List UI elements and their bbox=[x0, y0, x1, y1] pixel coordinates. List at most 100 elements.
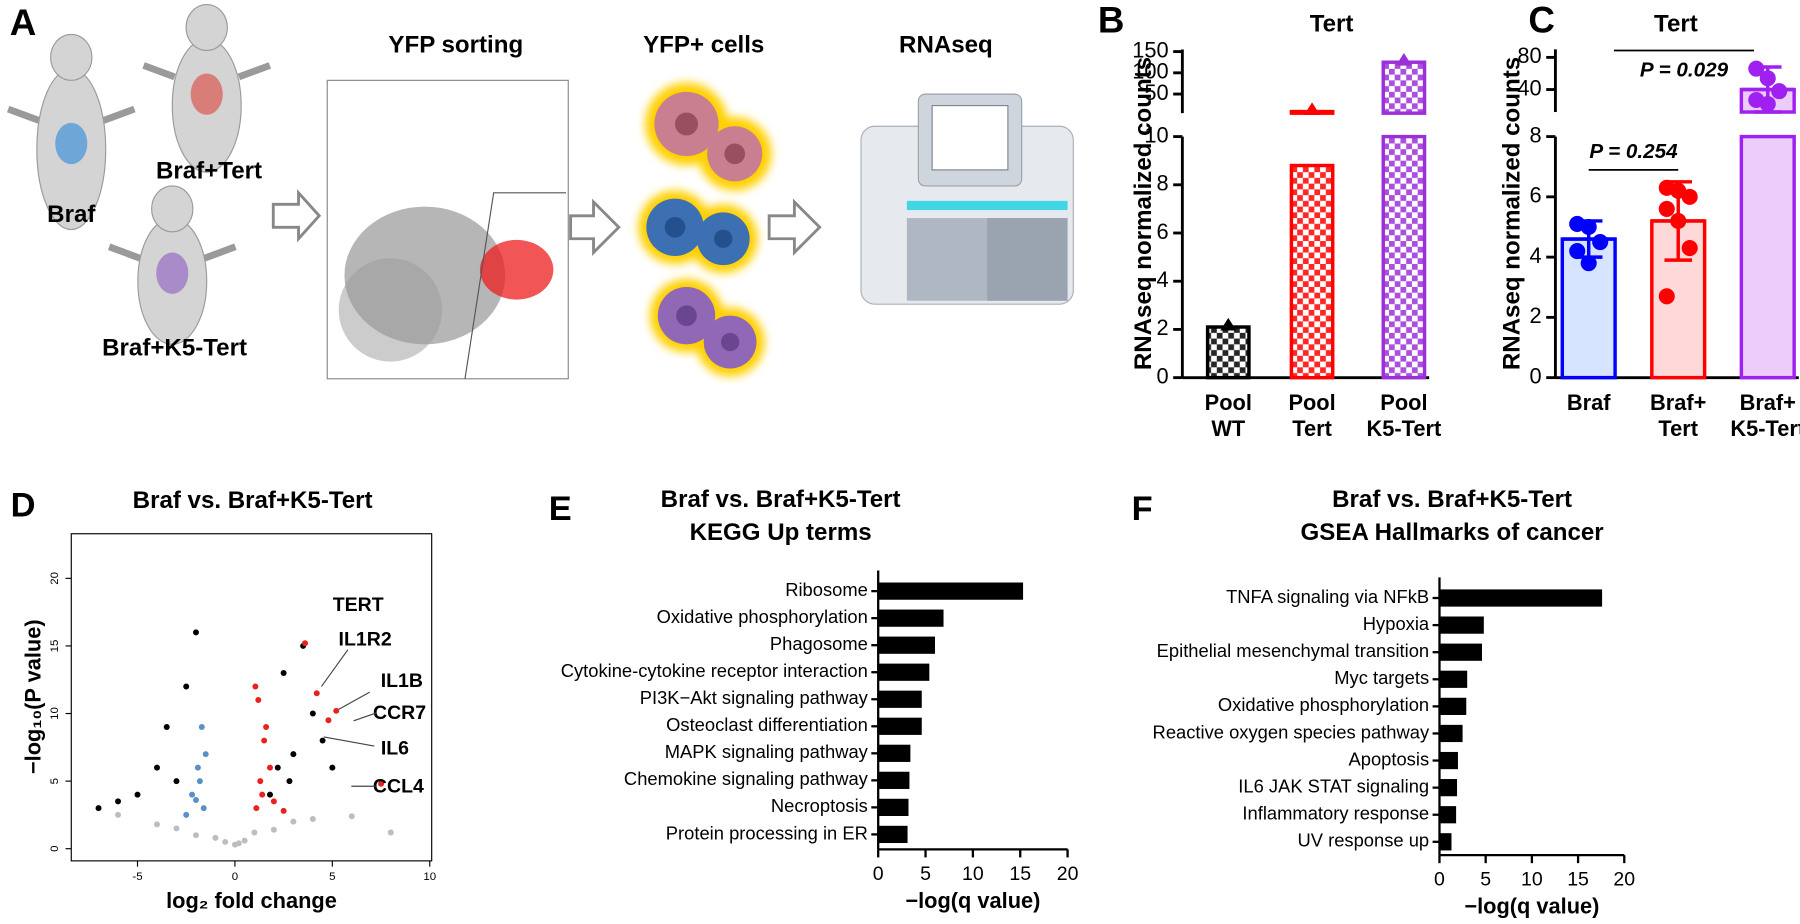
y-tick-label: Oxidative phosphorylation bbox=[1218, 694, 1429, 715]
data-point bbox=[192, 629, 199, 636]
x-tick-label: 10 bbox=[1521, 869, 1543, 891]
y-axis-label: −log₁₀(P value) bbox=[20, 619, 45, 774]
y-tick-label: 4 bbox=[1156, 267, 1168, 292]
bar-marker bbox=[1304, 102, 1321, 116]
y-tick-label: Chemokine signaling pathway bbox=[624, 768, 869, 789]
x-axis-label: −log(q value) bbox=[905, 888, 1040, 913]
data-point bbox=[1569, 243, 1586, 260]
chart-title: Tert bbox=[1310, 11, 1354, 38]
bar bbox=[1439, 616, 1484, 634]
arrow bbox=[767, 198, 822, 256]
data-point bbox=[1658, 288, 1675, 305]
x-axis-label: −log(q value) bbox=[1464, 894, 1599, 919]
bar bbox=[1439, 724, 1463, 743]
chart-title: Braf vs. Braf+K5-Tert bbox=[661, 486, 901, 513]
x-tick-label: Braf+ bbox=[1740, 390, 1796, 415]
group-label: Braf+Tert bbox=[156, 158, 262, 185]
arrow bbox=[271, 189, 322, 243]
chart-title: GSEA Hallmarks of cancer bbox=[1301, 519, 1605, 546]
annotation-arrow bbox=[353, 712, 377, 722]
data-point bbox=[313, 690, 320, 697]
x-tick-label: 10 bbox=[423, 871, 436, 883]
data-point bbox=[1580, 218, 1597, 236]
y-tick-label: Protein processing in ER bbox=[666, 822, 868, 843]
data-point bbox=[115, 798, 122, 805]
y-tick-label: Reactive oxygen species pathway bbox=[1153, 721, 1430, 742]
plot-frame bbox=[70, 533, 433, 862]
data-point bbox=[95, 805, 102, 812]
data-point bbox=[202, 751, 209, 758]
data-point bbox=[173, 825, 180, 832]
data-point bbox=[1670, 212, 1687, 229]
gene-annotation: IL1R2 bbox=[339, 629, 392, 651]
data-point bbox=[1580, 255, 1597, 272]
data-point bbox=[251, 829, 258, 836]
data-point bbox=[280, 807, 287, 814]
data-point bbox=[290, 751, 297, 758]
y-tick-label: 40 bbox=[1517, 75, 1541, 100]
y-tick-label: 100 bbox=[1132, 59, 1168, 84]
y-axis-label: RNAseq normalized counts bbox=[1498, 57, 1525, 370]
data-point bbox=[257, 778, 264, 785]
x-tick-label: Tert bbox=[1658, 416, 1698, 441]
data-point bbox=[154, 764, 160, 771]
y-tick-label: 10 bbox=[49, 707, 61, 720]
bar-marker bbox=[1395, 53, 1412, 66]
y-tick-label: Ribosome bbox=[785, 579, 868, 600]
bar bbox=[1439, 589, 1603, 607]
data-point bbox=[1681, 188, 1698, 205]
bar bbox=[878, 582, 1024, 600]
y-tick-label: TNFA signaling via NFkB bbox=[1226, 586, 1429, 607]
y-tick-label: 20 bbox=[49, 572, 61, 585]
y-tick-label: 4 bbox=[1530, 243, 1542, 268]
data-point bbox=[319, 737, 326, 744]
x-tick-label: Pool bbox=[1205, 390, 1252, 415]
data-point bbox=[267, 764, 273, 771]
y-tick-label: Necroptosis bbox=[771, 795, 868, 816]
bar bbox=[1205, 325, 1251, 380]
bar bbox=[1439, 697, 1467, 715]
data-point bbox=[194, 764, 201, 771]
data-point bbox=[274, 764, 281, 771]
y-tick-label: Inflammatory response bbox=[1242, 803, 1429, 824]
x-tick-label: Tert bbox=[1292, 416, 1332, 441]
y-tick-label: 150 bbox=[1132, 37, 1168, 62]
y-tick-label: Oxidative phosphorylation bbox=[657, 606, 868, 627]
y-tick-label: 5 bbox=[49, 778, 61, 784]
mouse-illustrations bbox=[6, 4, 1074, 380]
data-point bbox=[290, 818, 297, 825]
bar bbox=[1439, 806, 1457, 824]
x-tick-label: 20 bbox=[1613, 869, 1635, 891]
data-point bbox=[154, 821, 160, 828]
y-tick-label: Osteoclast differentiation bbox=[666, 714, 868, 735]
data-point bbox=[1759, 70, 1776, 87]
y-tick-label: UV response up bbox=[1297, 830, 1429, 851]
data-point bbox=[1771, 83, 1788, 100]
p-value: P = 0.029 bbox=[1640, 59, 1729, 82]
data-point bbox=[286, 778, 293, 785]
x-tick-label: Braf bbox=[1567, 390, 1611, 415]
data-point bbox=[235, 840, 242, 847]
y-tick-label: 80 bbox=[1517, 43, 1541, 68]
x-axis-label: log₂ fold change bbox=[166, 888, 337, 913]
bar bbox=[1381, 134, 1427, 380]
y-tick-label: 2 bbox=[1156, 315, 1168, 340]
data-point bbox=[348, 813, 355, 820]
cells bbox=[638, 82, 772, 377]
data-point bbox=[270, 798, 277, 805]
sequencer bbox=[860, 93, 1074, 305]
data-point bbox=[309, 815, 316, 822]
bar bbox=[1439, 751, 1458, 770]
data-point bbox=[387, 829, 394, 836]
bar bbox=[878, 798, 909, 816]
data-point bbox=[1658, 200, 1675, 217]
data-point bbox=[267, 791, 273, 798]
data-point bbox=[263, 724, 270, 731]
data-point bbox=[261, 737, 268, 744]
bar bbox=[1439, 670, 1468, 688]
y-tick-label: Epithelial mesenchymal transition bbox=[1157, 640, 1429, 661]
gene-annotation: TERT bbox=[333, 594, 384, 616]
panel-letter: E bbox=[549, 490, 572, 528]
bar bbox=[878, 663, 930, 681]
